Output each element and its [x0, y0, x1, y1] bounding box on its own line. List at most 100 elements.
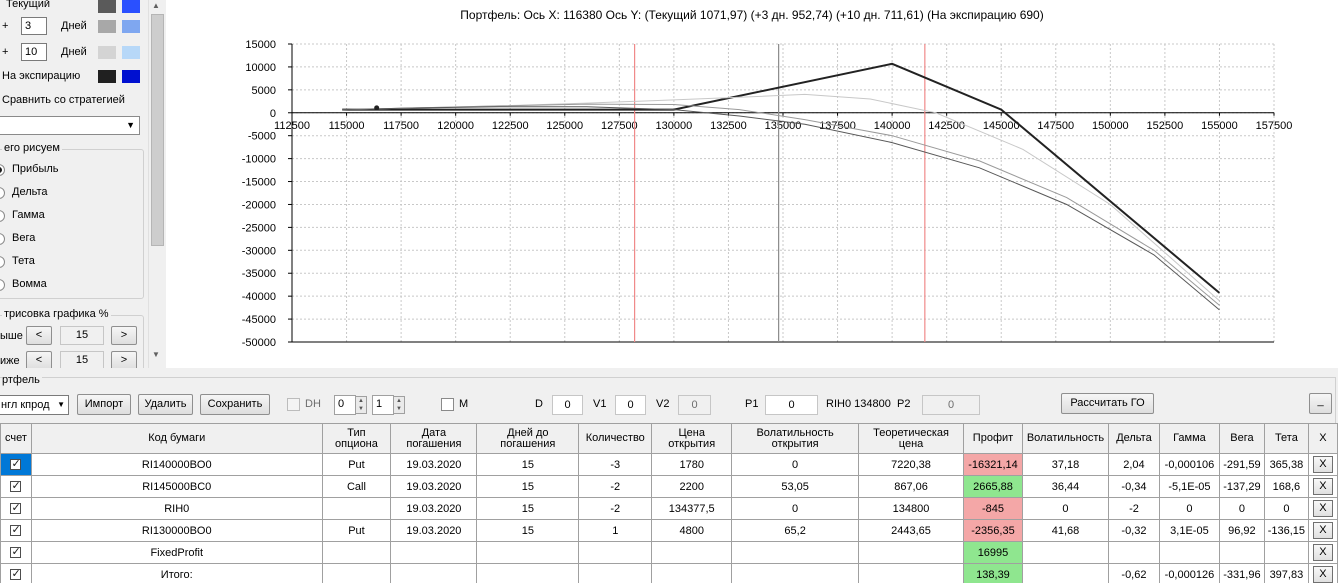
- col-theoretical-price-header[interactable]: Теоретическая цена: [858, 423, 964, 454]
- col-delta-cell[interactable]: -2: [1107, 497, 1160, 520]
- upper-increase-button[interactable]: >: [111, 326, 137, 345]
- col-code-header[interactable]: Код бумаги: [30, 423, 323, 454]
- col-delta-cell[interactable]: 2,04: [1107, 453, 1160, 476]
- strategy-combo[interactable]: нгл кпрод ▼: [0, 395, 69, 415]
- days1-color-blue[interactable]: [122, 20, 140, 33]
- col-theta-cell[interactable]: 365,38: [1263, 453, 1309, 476]
- row-checkbox-cell[interactable]: [0, 563, 32, 583]
- row-checkbox[interactable]: [10, 523, 22, 537]
- col-profit-cell[interactable]: -16321,14: [963, 453, 1023, 476]
- col-vega-cell[interactable]: -137,29: [1218, 475, 1265, 498]
- col-open-volatility-cell[interactable]: 65,2: [731, 519, 860, 542]
- col-days-to-expiry-cell[interactable]: 15: [476, 475, 580, 498]
- col-remove-header[interactable]: X: [1307, 423, 1338, 454]
- col-days-to-expiry-cell[interactable]: [476, 563, 580, 583]
- col-delta-cell[interactable]: -0,62: [1107, 563, 1160, 583]
- col-volatility-cell[interactable]: [1021, 563, 1109, 583]
- col-quantity-cell[interactable]: -2: [578, 497, 653, 520]
- remove-row-button[interactable]: X: [1312, 566, 1333, 583]
- spin-up-icon[interactable]: ▲: [396, 398, 402, 404]
- spin-down-icon[interactable]: ▼: [396, 406, 402, 412]
- row-checkbox[interactable]: [10, 457, 22, 471]
- minimize-button[interactable]: _: [1309, 393, 1332, 414]
- col-days-to-expiry-cell[interactable]: [476, 541, 580, 564]
- col-option-type-cell[interactable]: Put: [321, 453, 392, 476]
- col-code-cell[interactable]: Итого:: [30, 563, 323, 583]
- col-option-type-cell[interactable]: [321, 563, 392, 583]
- col-vega-cell[interactable]: -331,96: [1218, 563, 1265, 583]
- col-profit-cell[interactable]: -2356,35: [963, 519, 1023, 542]
- table-row[interactable]: RIH019.03.202015-2134377,50134800-8450-2…: [0, 497, 1338, 520]
- spin-input-2[interactable]: 1: [372, 395, 394, 415]
- col-vega-cell[interactable]: 0: [1218, 497, 1265, 520]
- col-days-to-expiry-cell[interactable]: 15: [476, 519, 580, 542]
- lower-range-value[interactable]: 15: [60, 351, 104, 368]
- strategy-select[interactable]: ▼: [0, 116, 140, 135]
- import-button[interactable]: Импорт: [77, 394, 131, 415]
- col-profit-header[interactable]: Профит: [963, 423, 1023, 454]
- col-profit-cell[interactable]: 16995: [963, 541, 1023, 564]
- col-open-volatility-cell[interactable]: 0: [731, 453, 860, 476]
- col-profit-cell[interactable]: 138,39: [963, 563, 1023, 583]
- col-gamma-cell[interactable]: 0: [1158, 497, 1220, 520]
- col-theoretical-price-cell[interactable]: [858, 541, 964, 564]
- remove-cell[interactable]: X: [1307, 541, 1338, 564]
- scroll-down-icon[interactable]: ▼: [152, 350, 160, 359]
- save-button[interactable]: Сохранить: [200, 394, 270, 415]
- col-open-price-header[interactable]: Цена открытия: [651, 423, 733, 454]
- col-volatility-cell[interactable]: [1021, 541, 1109, 564]
- col-open-volatility-header[interactable]: Волатильность открытия: [731, 423, 860, 454]
- col-expiry-date-cell[interactable]: [390, 563, 478, 583]
- col-open-volatility-cell[interactable]: 0: [731, 497, 860, 520]
- spin-control-1[interactable]: ▲ ▼: [355, 396, 367, 414]
- remove-row-button[interactable]: X: [1312, 478, 1333, 495]
- days-input-1[interactable]: 3: [21, 17, 47, 35]
- col-theta-header[interactable]: Тета: [1263, 423, 1309, 454]
- row-checkbox-cell[interactable]: [0, 497, 32, 520]
- current-color-gray[interactable]: [98, 0, 116, 13]
- col-option-type-cell[interactable]: [321, 541, 392, 564]
- col-option-type-cell[interactable]: Put: [321, 519, 392, 542]
- col-open-volatility-cell[interactable]: [731, 541, 860, 564]
- table-row[interactable]: FixedProfit 16995 X: [0, 541, 1338, 564]
- expiration-color-blue[interactable]: [122, 70, 140, 83]
- col-theta-cell[interactable]: 168,6: [1263, 475, 1309, 498]
- col-theta-cell[interactable]: 0: [1263, 497, 1309, 520]
- spin-down-icon[interactable]: ▼: [358, 406, 364, 412]
- panel-scrollbar[interactable]: ▲ ▼: [148, 0, 165, 368]
- col-quantity-cell[interactable]: [578, 541, 653, 564]
- remove-cell[interactable]: X: [1307, 563, 1338, 583]
- v1-value-field[interactable]: 0: [615, 395, 646, 415]
- days-input-2[interactable]: 10: [21, 43, 47, 61]
- remove-row-button[interactable]: X: [1312, 544, 1333, 561]
- col-gamma-cell[interactable]: -5,1E-05: [1158, 475, 1220, 498]
- col-theoretical-price-cell[interactable]: 2443,65: [858, 519, 964, 542]
- row-checkbox[interactable]: [10, 479, 22, 493]
- col-volatility-header[interactable]: Волатильность: [1021, 423, 1109, 454]
- col-delta-header[interactable]: Дельта: [1107, 423, 1160, 454]
- col-open-price-cell[interactable]: [651, 563, 733, 583]
- p1-value-field[interactable]: 0: [765, 395, 818, 415]
- chart-canvas[interactable]: 15000 10000 5000 0 -5000 -10000 -15000 -20000 -2…: [166, 0, 1338, 368]
- p2-value-field[interactable]: 0: [922, 395, 980, 415]
- dh-checkbox[interactable]: [287, 398, 300, 411]
- row-checkbox-cell[interactable]: [0, 453, 32, 476]
- col-code-cell[interactable]: FixedProfit: [30, 541, 323, 564]
- delete-button[interactable]: Удалить: [138, 394, 193, 415]
- col-volatility-cell[interactable]: 0: [1021, 497, 1109, 520]
- col-quantity-cell[interactable]: 1: [578, 519, 653, 542]
- expiration-color-black[interactable]: [98, 70, 116, 83]
- remove-cell[interactable]: X: [1307, 453, 1338, 476]
- col-vega-cell[interactable]: 96,92: [1218, 519, 1265, 542]
- col-theoretical-price-cell[interactable]: 867,06: [858, 475, 964, 498]
- row-checkbox-cell[interactable]: [0, 519, 32, 542]
- lower-decrease-button[interactable]: <: [26, 351, 52, 368]
- col-gamma-cell[interactable]: -0,000106: [1158, 453, 1220, 476]
- spin-input-1[interactable]: 0: [334, 395, 356, 415]
- col-open-price-cell[interactable]: 2200: [651, 475, 733, 498]
- col-expiry-date-cell[interactable]: 19.03.2020: [390, 497, 478, 520]
- days1-color-gray[interactable]: [98, 20, 116, 33]
- remove-row-button[interactable]: X: [1312, 522, 1333, 539]
- col-expiry-date-cell[interactable]: 19.03.2020: [390, 475, 478, 498]
- col-quantity-cell[interactable]: -2: [578, 475, 653, 498]
